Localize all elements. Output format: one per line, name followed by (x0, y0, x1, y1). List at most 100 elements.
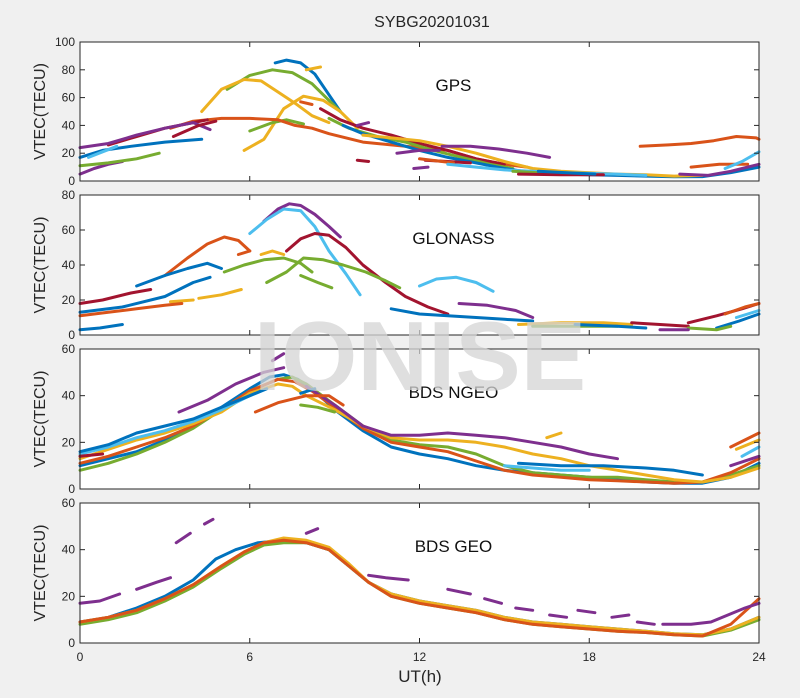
series-line-0 (177, 366, 286, 414)
series-line-7 (78, 387, 269, 454)
series-group (78, 58, 761, 179)
series-line-5 (78, 382, 761, 484)
series-line-18 (740, 445, 761, 458)
series-line-18 (389, 307, 535, 323)
series-line-14 (610, 613, 631, 619)
series-line-20 (440, 144, 552, 159)
series-line-1 (270, 352, 286, 363)
series-line-3 (78, 538, 761, 638)
series-line-3 (285, 232, 450, 316)
plot-area (80, 195, 759, 335)
y-tick-label: 60 (62, 342, 76, 356)
series-line-2 (163, 235, 252, 277)
series-line-32 (678, 162, 761, 177)
series-line-9 (253, 394, 345, 414)
series-line-17 (304, 527, 320, 535)
series-line-21 (630, 321, 690, 328)
series-line-6 (174, 531, 192, 545)
series-line-11 (87, 144, 119, 159)
x-axis-label: UT(h) (398, 667, 441, 686)
y-tick-label: 40 (62, 118, 76, 132)
panel-0: 0 20 40 60 80 100 VTEC(TECU) GPS (32, 35, 761, 188)
plot-area (80, 503, 759, 643)
panel-label: BDS NGEO (409, 383, 499, 402)
series-line-11 (299, 387, 317, 395)
series-line-16 (661, 601, 761, 626)
series-line-33 (536, 169, 597, 176)
y-tick-label: 80 (62, 63, 76, 77)
series-line-17 (457, 302, 535, 319)
y-axis-label: VTEC(TECU) (32, 63, 49, 160)
y-tick-label: 0 (68, 328, 75, 342)
series-line-11 (514, 606, 535, 612)
x-tick-label: 24 (752, 650, 766, 664)
x-tick-label: 18 (583, 650, 597, 664)
series-line-12 (78, 323, 124, 332)
series-line-23 (418, 157, 455, 165)
series-line-14 (517, 461, 704, 477)
series-line-14 (299, 100, 314, 106)
series-line-25 (734, 309, 761, 319)
series-line-28 (573, 323, 648, 330)
y-tick-label: 40 (62, 389, 76, 403)
series-line-12 (548, 613, 569, 619)
series-line-6 (265, 256, 402, 290)
x-tick-label: 0 (77, 650, 84, 664)
panel-3: 0 20 40 60 0 6 12 18 24 VTEC(TECU) BDS GEO (32, 496, 766, 664)
series-line-13 (304, 65, 322, 72)
y-tick-label: 60 (62, 223, 76, 237)
series-line-8 (367, 573, 410, 582)
series-line-17 (734, 438, 761, 451)
series-line-15 (635, 620, 656, 626)
series-line-26 (686, 324, 733, 332)
y-tick-label: 40 (62, 258, 76, 272)
x-tick-label: 6 (246, 650, 253, 664)
series-line-10 (483, 597, 503, 605)
series-line-16 (418, 275, 495, 293)
series-line-1 (225, 68, 342, 113)
series-line-4 (135, 261, 223, 288)
series-line-24 (715, 312, 761, 330)
y-tick-label: 20 (62, 293, 76, 307)
series-line-8 (304, 384, 619, 461)
y-tick-label: 0 (68, 174, 75, 188)
series-line-7 (203, 517, 215, 526)
series-line-29 (638, 135, 761, 148)
panel-label: GLONASS (412, 229, 494, 248)
series-line-7 (78, 121, 212, 150)
series-line-10 (299, 403, 337, 414)
series-line-9 (446, 587, 472, 596)
series-line-16 (729, 431, 761, 449)
series-line-13 (78, 288, 153, 305)
series-line-5 (222, 256, 314, 274)
y-tick-label: 100 (55, 35, 75, 49)
y-tick-label: 40 (62, 543, 76, 557)
series-line-28 (412, 165, 430, 170)
series-line-3 (242, 94, 359, 152)
series-line-7 (299, 274, 334, 290)
series-line-15 (78, 275, 212, 314)
y-axis-label: VTEC(TECU) (32, 371, 49, 468)
y-axis-label: VTEC(TECU) (32, 525, 49, 622)
series-line-0 (262, 202, 342, 239)
series-line-1 (248, 207, 362, 297)
series-group (78, 517, 761, 638)
y-tick-label: 20 (62, 146, 76, 160)
x-tick-label: 12 (413, 650, 427, 664)
series-line-9 (78, 137, 204, 159)
series-line-4 (78, 592, 122, 605)
watermark-text: IONISE (254, 301, 586, 411)
series-line-15 (502, 464, 591, 472)
series-line-19 (729, 454, 761, 468)
series-line-21 (395, 148, 441, 155)
y-tick-label: 20 (62, 589, 76, 603)
series-line-9 (236, 249, 252, 256)
series-line-19 (355, 121, 371, 127)
series-line-11 (169, 298, 195, 304)
panel-1: 0 20 40 60 80 VTEC(TECU) GLONASS (32, 188, 761, 342)
series-line-8 (259, 249, 286, 256)
series-line-27 (355, 158, 371, 163)
series-line-13 (545, 431, 563, 440)
y-tick-label: 60 (62, 496, 76, 510)
